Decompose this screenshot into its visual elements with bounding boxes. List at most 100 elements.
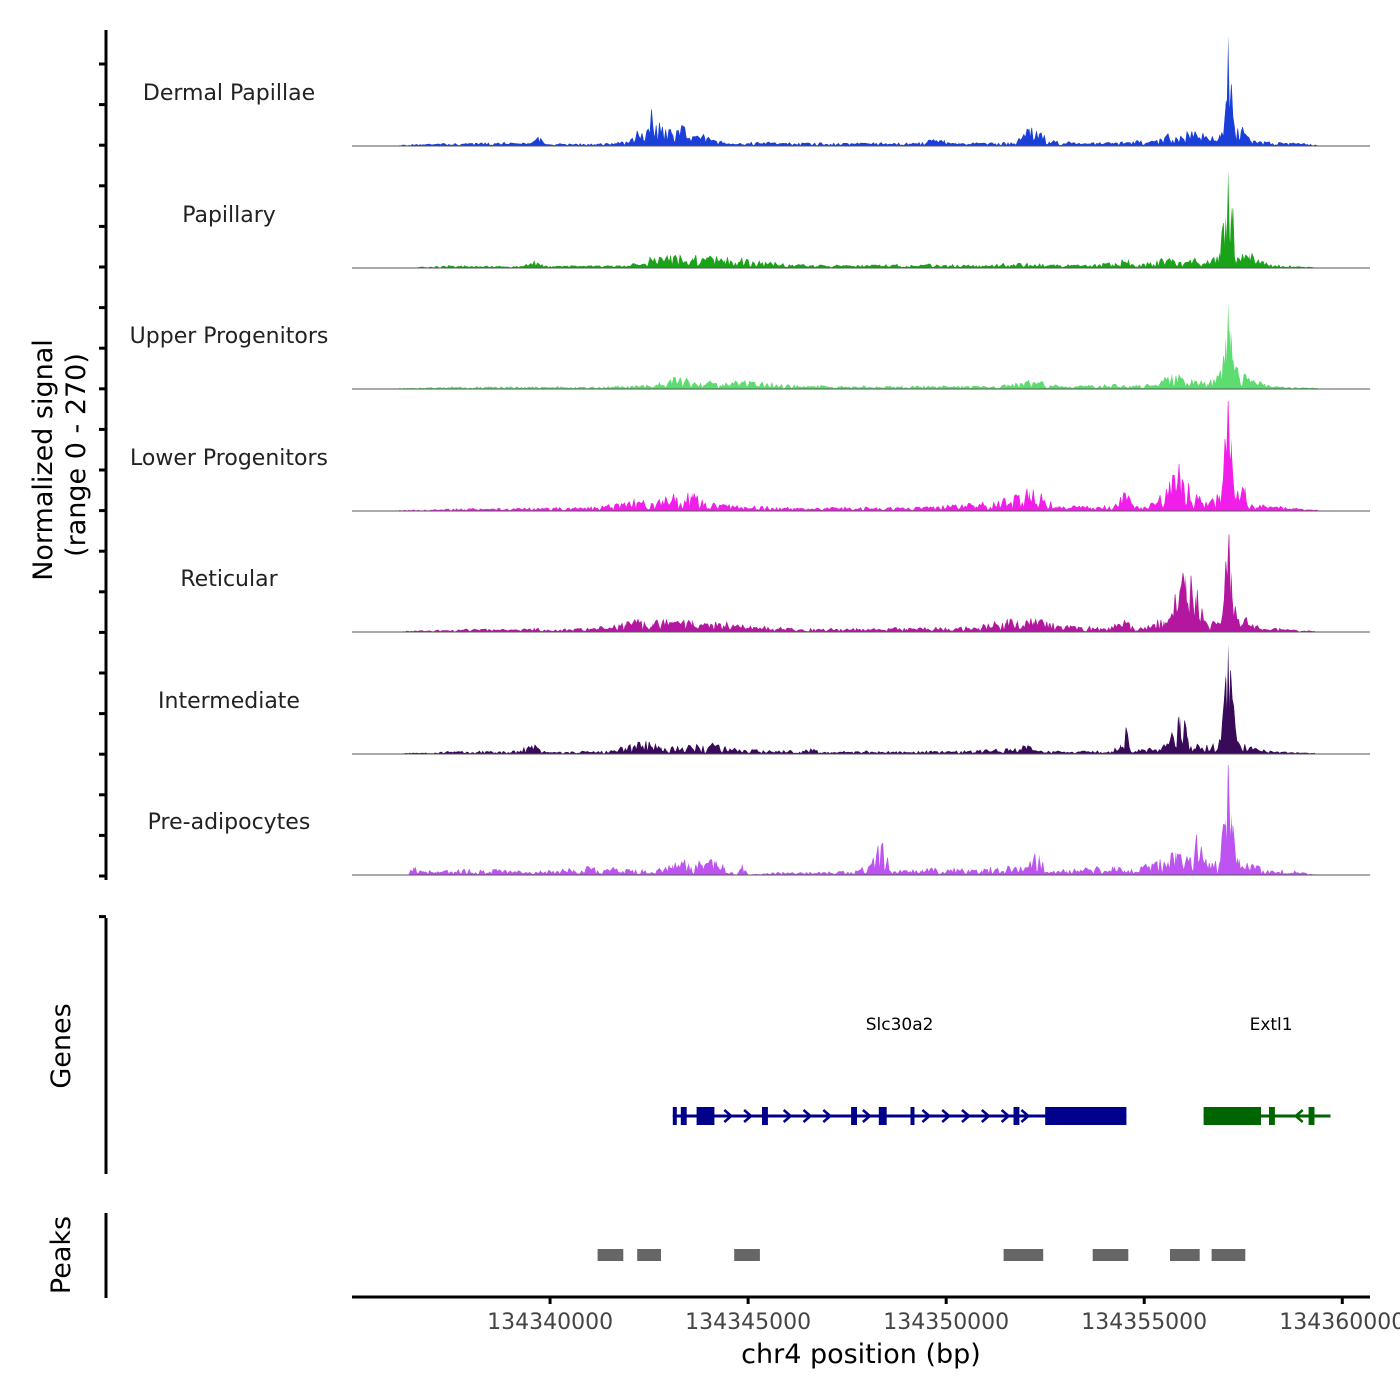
signal-point	[1165, 745, 1171, 754]
signal-point	[1193, 497, 1198, 511]
signal-point	[516, 870, 521, 875]
signal-point	[1226, 644, 1231, 754]
signal-point	[1161, 860, 1167, 875]
signal-point	[1226, 542, 1231, 632]
signal-point	[888, 870, 893, 875]
peak-bar	[1003, 1249, 1044, 1261]
signal-point	[1165, 490, 1171, 511]
signal-point	[979, 870, 984, 875]
signal-point	[1118, 744, 1123, 754]
signal-point	[607, 751, 612, 754]
signal-point	[1243, 619, 1248, 632]
signal-point	[460, 870, 466, 875]
signal-point	[670, 621, 675, 632]
signal-point	[694, 745, 699, 754]
signal-point	[1011, 749, 1016, 754]
signal-point	[1047, 141, 1052, 146]
signal-point	[1165, 259, 1171, 268]
peak-bar	[1170, 1249, 1200, 1261]
signal-point	[1015, 142, 1020, 146]
signal-area-reticular	[403, 534, 1315, 633]
x-tick-label: 134355000	[1081, 1310, 1207, 1335]
strand-arrow	[802, 1109, 813, 1123]
signal-point	[1215, 621, 1220, 632]
signal-point	[1173, 851, 1179, 875]
exon	[762, 1107, 768, 1125]
signal-point	[740, 863, 745, 875]
signal-point	[1070, 627, 1076, 632]
signal-point	[627, 870, 632, 875]
signal-point	[1284, 508, 1289, 511]
signal-point	[991, 143, 996, 146]
signal-point	[1183, 575, 1188, 632]
strand-arrow	[941, 1109, 952, 1123]
x-axis-label: chr4 position (bp)	[741, 1339, 981, 1370]
signal-point	[635, 263, 640, 268]
signal-point	[623, 504, 628, 511]
strand-arrow	[1000, 1109, 1011, 1123]
signal-point	[1126, 259, 1131, 268]
signal-point	[1249, 504, 1254, 511]
signal-point	[1239, 128, 1244, 146]
signal-point	[1043, 871, 1048, 875]
signal-point	[1122, 621, 1127, 632]
signal-point	[714, 860, 719, 875]
gene-label-extl1: Extl1	[1250, 1015, 1293, 1035]
signal-point	[738, 750, 743, 754]
signal-point	[690, 493, 695, 511]
signal-point	[971, 505, 977, 511]
signal-point	[627, 142, 632, 146]
x-axis-ticks: 134340000 134345000 134350000 134355000 1343…	[487, 1297, 1400, 1335]
strand-arrow	[782, 1109, 793, 1123]
signal-point	[1031, 621, 1036, 632]
signal-point	[666, 258, 672, 268]
signal-point	[1237, 624, 1242, 632]
signal-point	[583, 508, 588, 511]
signal-point	[722, 746, 727, 754]
signal-point	[1229, 813, 1234, 875]
signal-point	[1205, 262, 1210, 268]
signal-point	[670, 380, 675, 389]
signal-point	[678, 128, 683, 146]
signal-point	[484, 143, 489, 146]
signal-point	[658, 130, 664, 146]
signal-point	[1237, 376, 1242, 389]
signal-point	[611, 868, 616, 875]
signal-point	[908, 870, 913, 875]
strand-arrow	[1293, 1109, 1304, 1123]
signal-point	[1237, 498, 1242, 511]
signal-point	[1177, 471, 1183, 511]
signal-point	[722, 259, 727, 268]
signal-point	[797, 386, 802, 389]
signal-point	[1219, 741, 1224, 754]
track-label-reticular: Reticular	[180, 567, 278, 592]
signal-point	[1264, 751, 1270, 754]
signal-point	[738, 260, 743, 268]
signal-point	[639, 386, 644, 389]
signal-area-intermediate	[403, 670, 1315, 755]
signal-point	[1173, 601, 1179, 632]
signal-point	[1260, 870, 1266, 875]
signal-point	[1272, 265, 1278, 268]
exon	[1013, 1107, 1020, 1125]
signal-point	[1226, 781, 1231, 875]
signal-point	[722, 866, 727, 875]
signal-point	[411, 866, 416, 875]
signal-point	[904, 265, 909, 268]
signal-point	[1169, 373, 1175, 389]
signal-point	[817, 872, 822, 875]
signal-point	[738, 626, 743, 632]
signal-point	[1193, 131, 1198, 146]
signal-point	[1233, 133, 1238, 146]
signal-point	[1110, 142, 1115, 146]
signal-point	[1181, 381, 1186, 389]
track-intermediate: Intermediate	[158, 644, 1370, 755]
signal-point	[587, 867, 592, 875]
signal-point	[1256, 262, 1262, 268]
signal-point	[797, 508, 802, 511]
signal-point	[1110, 866, 1115, 875]
signal-point	[718, 623, 723, 632]
signal-point	[777, 872, 782, 875]
signal-point	[963, 751, 969, 754]
